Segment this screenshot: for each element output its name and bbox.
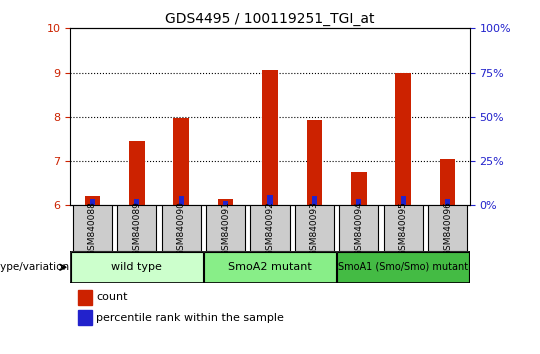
Text: percentile rank within the sample: percentile rank within the sample: [96, 313, 284, 323]
Text: SmoA1 (Smo/Smo) mutant: SmoA1 (Smo/Smo) mutant: [338, 262, 468, 272]
Text: SmoA2 mutant: SmoA2 mutant: [228, 262, 312, 272]
Bar: [262, 70, 278, 205]
Text: GSM840095: GSM840095: [399, 201, 408, 256]
FancyBboxPatch shape: [339, 205, 379, 251]
Text: GSM840090: GSM840090: [177, 201, 186, 256]
Text: GSM840094: GSM840094: [354, 201, 363, 256]
Bar: [90, 199, 95, 205]
Bar: [173, 118, 189, 205]
Bar: [78, 310, 92, 325]
FancyBboxPatch shape: [71, 252, 202, 282]
Bar: [401, 195, 406, 205]
Bar: [440, 159, 455, 205]
Text: GSM840091: GSM840091: [221, 201, 230, 256]
FancyBboxPatch shape: [206, 205, 245, 251]
Bar: [267, 195, 273, 205]
Text: GSM840096: GSM840096: [443, 201, 452, 256]
FancyBboxPatch shape: [73, 205, 112, 251]
FancyBboxPatch shape: [338, 252, 469, 282]
Text: GSM840088: GSM840088: [88, 201, 97, 256]
Text: genotype/variation: genotype/variation: [0, 262, 69, 272]
Text: wild type: wild type: [111, 262, 162, 272]
Bar: [395, 73, 411, 205]
Text: count: count: [96, 292, 127, 302]
Text: GSM840093: GSM840093: [310, 201, 319, 256]
FancyBboxPatch shape: [428, 205, 467, 251]
Bar: [307, 120, 322, 205]
Bar: [134, 199, 139, 205]
Bar: [312, 196, 317, 205]
Text: GSM840089: GSM840089: [132, 201, 141, 256]
Bar: [85, 196, 100, 205]
FancyBboxPatch shape: [251, 205, 289, 251]
Bar: [78, 290, 92, 304]
Bar: [223, 201, 228, 205]
Bar: [445, 199, 450, 205]
Bar: [351, 172, 367, 205]
Text: GSM840092: GSM840092: [266, 201, 274, 256]
Title: GDS4495 / 100119251_TGI_at: GDS4495 / 100119251_TGI_at: [165, 12, 375, 26]
FancyBboxPatch shape: [117, 205, 157, 251]
FancyBboxPatch shape: [161, 205, 201, 251]
Bar: [356, 199, 361, 205]
Bar: [129, 141, 145, 205]
Bar: [179, 196, 184, 205]
FancyBboxPatch shape: [383, 205, 423, 251]
FancyBboxPatch shape: [295, 205, 334, 251]
Bar: [218, 199, 233, 205]
FancyBboxPatch shape: [204, 252, 336, 282]
